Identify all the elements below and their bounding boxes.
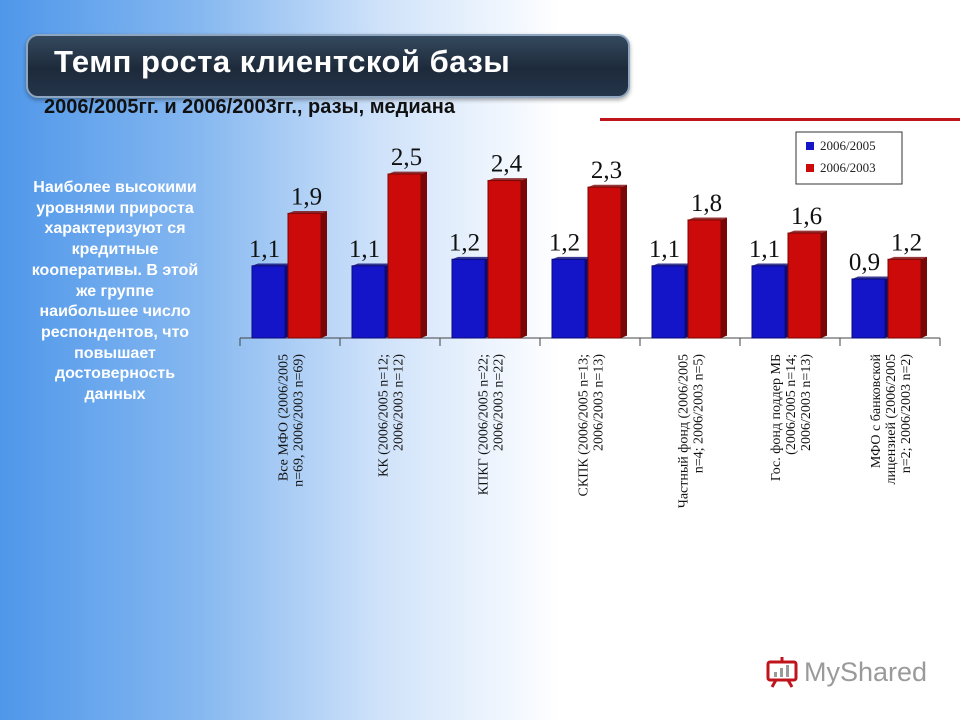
category-label: СКПК (2006/2005 n=13; 2006/2003 n=13) bbox=[577, 354, 607, 497]
category-label-line: n=69, 2006/2003 n=69) bbox=[292, 354, 307, 487]
bar-top bbox=[588, 184, 627, 188]
page-title: Темп роста клиентской базы bbox=[54, 44, 511, 79]
data-label: 2,3 bbox=[591, 157, 622, 184]
legend-label: 2006/2003 bbox=[820, 160, 876, 175]
bar-2006-2005 bbox=[651, 265, 686, 339]
category-label-line: КПКГ (2006/2005 n=22; bbox=[477, 354, 492, 495]
bar-2006-2005 bbox=[551, 258, 586, 339]
chart-subtitle: 2006/2005гг. и 2006/2003гг., разы, медиа… bbox=[44, 96, 455, 118]
bar-side bbox=[721, 217, 727, 338]
category-label-line: n=4; 2006/2003 n=5) bbox=[692, 354, 707, 474]
data-label: 1,1 bbox=[749, 236, 780, 263]
category-label-line: Гос. фонд поддер МБ bbox=[769, 354, 784, 481]
category-label-line: МФО с банковской bbox=[869, 354, 884, 469]
legend-swatch bbox=[806, 142, 814, 150]
data-label: 2,4 bbox=[491, 151, 523, 178]
bar-side bbox=[821, 230, 827, 338]
category-label-line: 2006/2003 n=13) bbox=[592, 354, 607, 451]
data-label: 1,2 bbox=[891, 229, 922, 256]
logo: MyShared bbox=[766, 654, 927, 690]
legend-swatch bbox=[806, 164, 814, 172]
bar-2006-2003 bbox=[287, 212, 322, 339]
category-label: Все МФО (2006/2005 n=69, 2006/2003 n=69) bbox=[277, 354, 307, 487]
category-label-line: 2006/2003 n=12) bbox=[392, 354, 407, 451]
bar-2006-2005 bbox=[451, 258, 486, 339]
bar-side bbox=[621, 184, 627, 338]
category-label-line: 2006/2003 n=13) bbox=[799, 354, 814, 451]
data-label: 1,2 bbox=[549, 229, 580, 256]
presentation-board-icon bbox=[766, 657, 798, 688]
bar-top bbox=[288, 210, 327, 214]
bar-top bbox=[488, 178, 527, 181]
title-bar bbox=[26, 34, 630, 98]
bar-2006-2003 bbox=[687, 219, 722, 339]
data-label: 1,2 bbox=[449, 229, 480, 256]
bar-side bbox=[521, 178, 527, 338]
accent-line bbox=[600, 118, 960, 121]
category-label-line: лицензией (2006/2005 bbox=[884, 354, 899, 484]
data-label: 2,5 bbox=[391, 144, 422, 171]
bar-2006-2003 bbox=[487, 180, 522, 339]
category-label-line: Все МФО (2006/2005 bbox=[277, 354, 292, 481]
category-label: Гос. фонд поддер МБ (2006/2005 n=14; 2006/… bbox=[769, 354, 814, 481]
bar-top bbox=[752, 263, 791, 266]
category-label: КПКГ (2006/2005 n=22; 2006/2003 n=22) bbox=[477, 354, 507, 496]
bar-2006-2003 bbox=[387, 173, 422, 339]
data-label: 1,6 bbox=[791, 203, 822, 230]
bar-2006-2005 bbox=[851, 278, 886, 339]
bar-top bbox=[788, 230, 827, 234]
category-label-line: Частный фонд (2006/2005 bbox=[677, 354, 692, 508]
data-label: 1,8 bbox=[691, 190, 722, 217]
bar-2006-2005 bbox=[351, 265, 386, 339]
bar-top bbox=[252, 263, 291, 266]
data-label: 1,1 bbox=[349, 236, 380, 263]
bar-top bbox=[888, 256, 927, 260]
bar-2006-2003 bbox=[587, 186, 622, 339]
bar-top bbox=[652, 263, 691, 266]
bar-2006-2003 bbox=[887, 258, 922, 339]
data-label: 1,1 bbox=[249, 236, 280, 263]
bar-side bbox=[921, 256, 927, 338]
category-label-line: (2006/2005 n=14; bbox=[784, 354, 799, 455]
bar-top bbox=[352, 263, 391, 266]
bar-top bbox=[552, 256, 591, 260]
category-label: КК (2006/2005 n=12; 2006/2003 n=12) bbox=[377, 354, 407, 477]
category-label-line: 2006/2003 n=22) bbox=[492, 354, 507, 451]
bar-top bbox=[388, 171, 427, 174]
bar-side bbox=[321, 210, 327, 338]
category-label: Частный фонд (2006/2005 n=4; 2006/2003 n=… bbox=[677, 354, 707, 509]
bar-2006-2005 bbox=[251, 265, 286, 339]
bar-top bbox=[452, 256, 491, 260]
bar-top bbox=[688, 217, 727, 220]
bar-2006-2005 bbox=[751, 265, 786, 339]
legend-box bbox=[795, 131, 903, 185]
category-label-line: n=2; 2006/2003 n=2) bbox=[899, 354, 914, 474]
side-note: Наиболее высокими уровнями прироста хара… bbox=[31, 179, 199, 404]
category-label: МФО с банковской лицензией (2006/2005 n=2;… bbox=[869, 354, 914, 485]
bar-2006-2003 bbox=[787, 232, 822, 339]
category-label-line: КК (2006/2005 n=12; bbox=[377, 354, 392, 477]
data-label: 1,9 bbox=[291, 183, 322, 210]
category-label-line: СКПК (2006/2005 n=13; bbox=[577, 354, 592, 496]
logo-text: MyShared bbox=[804, 656, 928, 687]
data-label: 1,1 bbox=[649, 236, 680, 263]
bar-top bbox=[852, 276, 891, 279]
legend-label: 2006/2005 bbox=[820, 138, 876, 153]
bar-side bbox=[421, 171, 427, 338]
data-label: 0,9 bbox=[849, 249, 880, 276]
